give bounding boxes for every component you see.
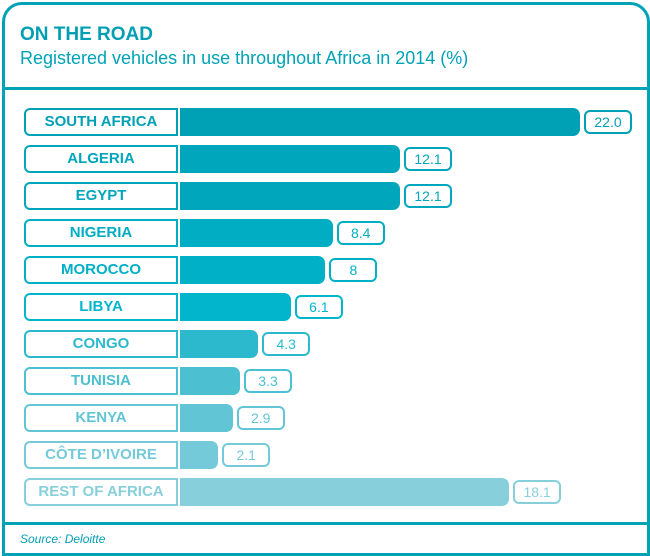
category-label: REST OF AFRICA [24, 478, 178, 506]
category-label: LIBYA [24, 293, 178, 321]
bar [180, 367, 240, 395]
source-note: Source: Deloitte [20, 532, 106, 546]
bar [180, 219, 333, 247]
category-label: MOROCCO [24, 256, 178, 284]
bar [180, 145, 400, 173]
value-label: 6.1 [294, 295, 343, 319]
category-label: KENYA [24, 404, 178, 432]
category-label: TUNISIA [24, 367, 178, 395]
value-label: 8.4 [336, 221, 385, 245]
footer-divider [2, 522, 650, 525]
chart-title: ON THE ROAD [20, 24, 153, 45]
header-divider [2, 87, 650, 90]
category-label: ALGERIA [24, 145, 178, 173]
category-label: CONGO [24, 330, 178, 358]
category-label: SOUTH AFRICA [24, 108, 178, 136]
value-label: 2.9 [236, 406, 285, 430]
value-label: 22.0 [584, 110, 632, 134]
value-label: 12.1 [404, 147, 452, 171]
bar [180, 330, 259, 358]
value-label: 8 [329, 258, 378, 282]
bar [180, 404, 233, 432]
value-label: 3.3 [244, 369, 292, 393]
category-label: EGYPT [24, 182, 178, 210]
bar [180, 182, 400, 210]
value-label: 2.1 [222, 443, 271, 467]
value-label: 12.1 [404, 184, 452, 208]
value-label: 18.1 [513, 480, 562, 504]
bar [180, 478, 510, 506]
chart-subtitle: Registered vehicles in use throughout Af… [20, 48, 469, 68]
category-label: CÔTE D’IVOIRE [24, 441, 178, 469]
value-label: 4.3 [262, 332, 311, 356]
category-label: NIGERIA [24, 219, 178, 247]
bar [180, 108, 580, 136]
bar [180, 256, 326, 284]
bar [180, 441, 219, 469]
bar [180, 293, 291, 321]
